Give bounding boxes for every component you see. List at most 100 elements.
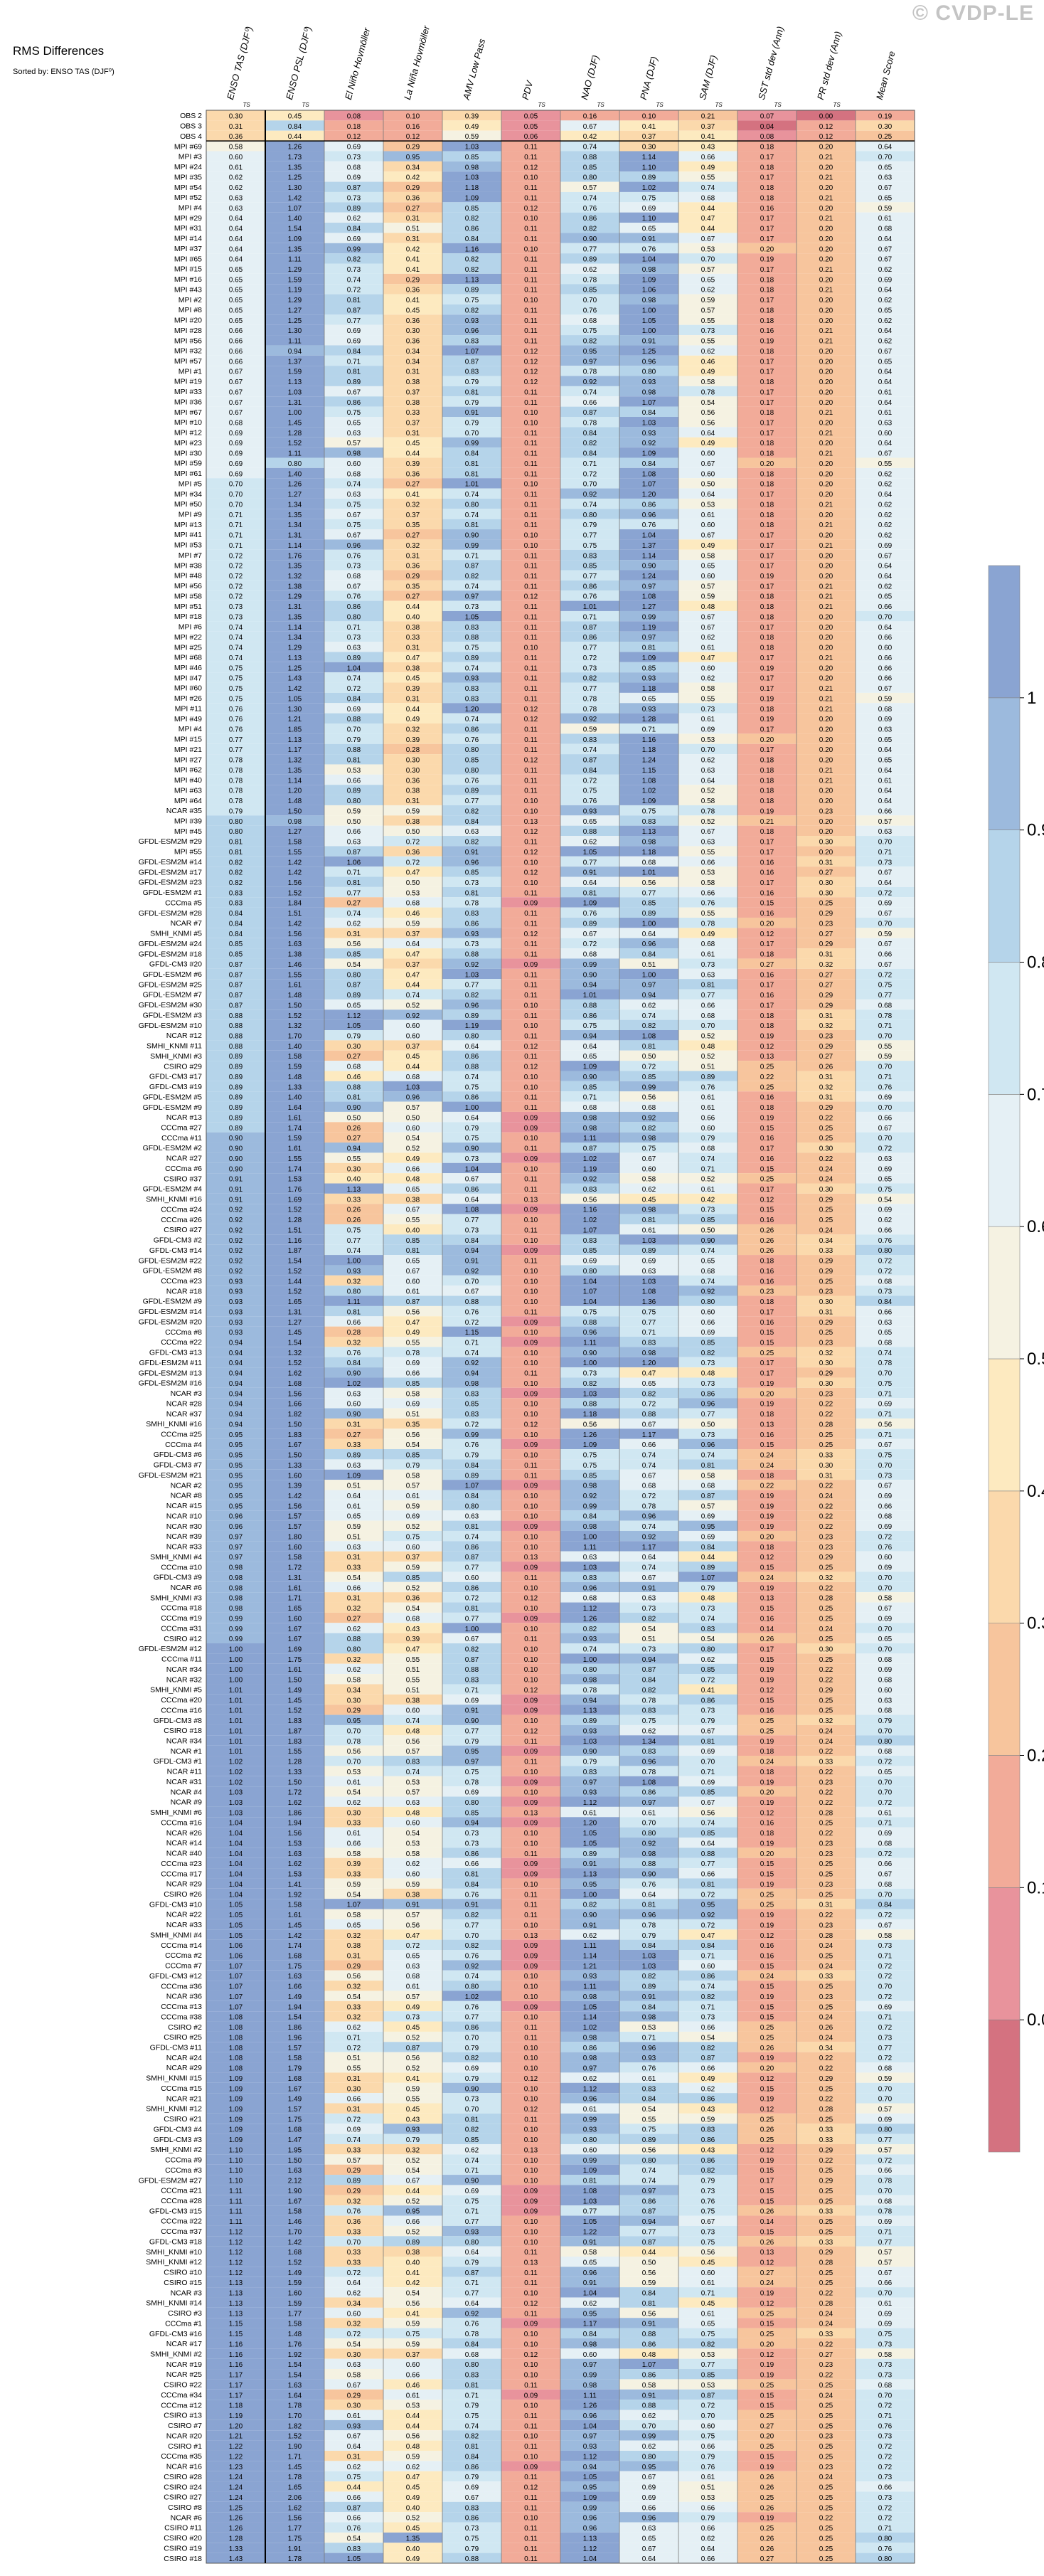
cell-value: 0.69 <box>701 1748 715 1756</box>
cell-value: 0.66 <box>347 1584 361 1592</box>
cell-value: 0.90 <box>583 1350 597 1357</box>
cell-value: 1.11 <box>583 1942 597 1950</box>
cell-value: 0.86 <box>347 399 361 407</box>
cell-value: 1.28 <box>288 1759 302 1766</box>
cell-value: 0.69 <box>229 430 243 438</box>
cell-value: 0.18 <box>760 307 774 314</box>
cell-value: 0.93 <box>583 1973 597 1981</box>
cell-value: 0.92 <box>583 491 597 499</box>
cell-value: 1.13 <box>347 1186 361 1194</box>
cell-value: 0.64 <box>465 1196 479 1204</box>
cell-value: 0.19 <box>760 1738 774 1746</box>
cell-value: 0.89 <box>465 654 479 662</box>
cell-value: 0.32 <box>347 1932 361 1940</box>
heatmap-cell <box>383 355 442 366</box>
row-label: MPI #56 <box>174 582 202 590</box>
cell-value: 0.72 <box>878 1145 893 1153</box>
cell-value: 1.61 <box>288 1666 302 1674</box>
row-label: CSIRO #27 <box>164 1226 202 1234</box>
cell-value: 1.00 <box>465 1626 479 1633</box>
cell-value: 0.21 <box>819 685 833 693</box>
heatmap-cell <box>442 120 501 131</box>
cell-value: 1.61 <box>288 1114 302 1122</box>
cell-value: 0.20 <box>819 481 833 489</box>
cell-value: 0.47 <box>406 951 420 959</box>
cell-value: 0.10 <box>524 1165 538 1173</box>
heatmap-cell <box>265 376 324 386</box>
cell-value: 1.25 <box>288 174 302 182</box>
cell-value: 0.28 <box>406 746 420 754</box>
heatmap-cell <box>324 151 383 161</box>
heatmap-cell <box>678 324 737 336</box>
cell-value: 0.17 <box>760 675 774 683</box>
cell-value: 0.21 <box>819 767 833 775</box>
cell-value: 0.20 <box>819 297 833 304</box>
cell-value: 1.11 <box>583 1135 597 1143</box>
cell-value: 0.19 <box>760 1840 774 1848</box>
cell-value: 0.68 <box>583 1595 597 1603</box>
cell-value: 0.22 <box>760 1074 774 1081</box>
cell-value: 1.55 <box>288 1155 302 1163</box>
cell-value: 1.02 <box>465 1993 479 2001</box>
cell-value: 0.12 <box>760 1687 774 1695</box>
cell-value: 0.10 <box>524 1401 538 1409</box>
heatmap-cell <box>737 335 797 346</box>
cell-value: 0.11 <box>524 1891 538 1899</box>
cell-value: 0.57 <box>701 307 715 314</box>
heatmap-cell <box>678 355 737 366</box>
cell-value: 0.09 <box>524 1799 538 1807</box>
cell-value: 1.05 <box>229 1932 243 1940</box>
cell-value: 1.20 <box>642 491 656 499</box>
cell-value: 0.50 <box>406 879 420 887</box>
cell-value: 0.09 <box>524 1942 538 1950</box>
cell-value: 0.74 <box>347 1247 361 1255</box>
cell-value: 0.70 <box>583 481 597 489</box>
cell-value: 1.04 <box>583 1298 597 1306</box>
cell-value: 0.84 <box>465 1881 479 1889</box>
heatmap-cell <box>383 161 442 172</box>
cell-value: 0.96 <box>229 1523 243 1531</box>
cell-value: 0.31 <box>819 1472 833 1480</box>
cell-value: 0.85 <box>406 1237 420 1245</box>
cell-value: 1.01 <box>229 1738 243 1746</box>
cell-value: 1.04 <box>229 1820 243 1828</box>
heatmap-cell <box>797 243 856 254</box>
cell-value: 1.05 <box>288 695 302 703</box>
cell-value: 0.25 <box>819 1564 833 1572</box>
cell-value: 0.17 <box>760 685 774 693</box>
heatmap-cell <box>324 130 383 142</box>
row-label: CSIRO #18 <box>164 1727 202 1735</box>
cell-value: 1.16 <box>288 1237 302 1245</box>
row-label: MPI #59 <box>174 460 202 468</box>
cell-value: 0.29 <box>819 1196 833 1204</box>
cell-value: 0.31 <box>819 1094 833 1102</box>
cell-value: 0.97 <box>229 1533 243 1541</box>
cell-value: 0.62 <box>701 675 715 683</box>
cell-value: 0.61 <box>347 1502 361 1510</box>
heatmap-cell <box>265 284 324 295</box>
cell-value: 1.09 <box>229 2116 243 2124</box>
cell-value: 0.98 <box>642 1135 656 1143</box>
cell-value: 0.28 <box>819 1421 833 1429</box>
row-label: CCCma #16 <box>161 1706 202 1714</box>
row-label: MPI #15 <box>174 736 202 744</box>
cell-value: 0.74 <box>583 1645 597 1653</box>
row-label: MPI #36 <box>174 398 202 406</box>
cell-value: 0.65 <box>406 1258 420 1266</box>
cell-value: 0.11 <box>524 675 538 683</box>
cell-value: 1.03 <box>406 1083 420 1091</box>
heatmap-cell <box>324 223 383 233</box>
cell-value: 1.18 <box>583 1411 597 1419</box>
cell-value: 0.74 <box>347 276 361 284</box>
cell-value: 1.27 <box>288 491 302 499</box>
cell-value: 0.17 <box>760 1645 774 1653</box>
cell-value: 1.31 <box>288 603 302 611</box>
cell-value: 0.89 <box>583 920 597 928</box>
heatmap-cell <box>501 181 560 192</box>
column-subheader: TS <box>774 102 782 108</box>
cell-value: 0.25 <box>760 1891 774 1899</box>
cell-value: 1.94 <box>288 2003 302 2011</box>
cell-value: 0.88 <box>229 1032 243 1040</box>
cell-value: 0.84 <box>465 1493 479 1500</box>
cell-value: 0.76 <box>878 1083 893 1091</box>
